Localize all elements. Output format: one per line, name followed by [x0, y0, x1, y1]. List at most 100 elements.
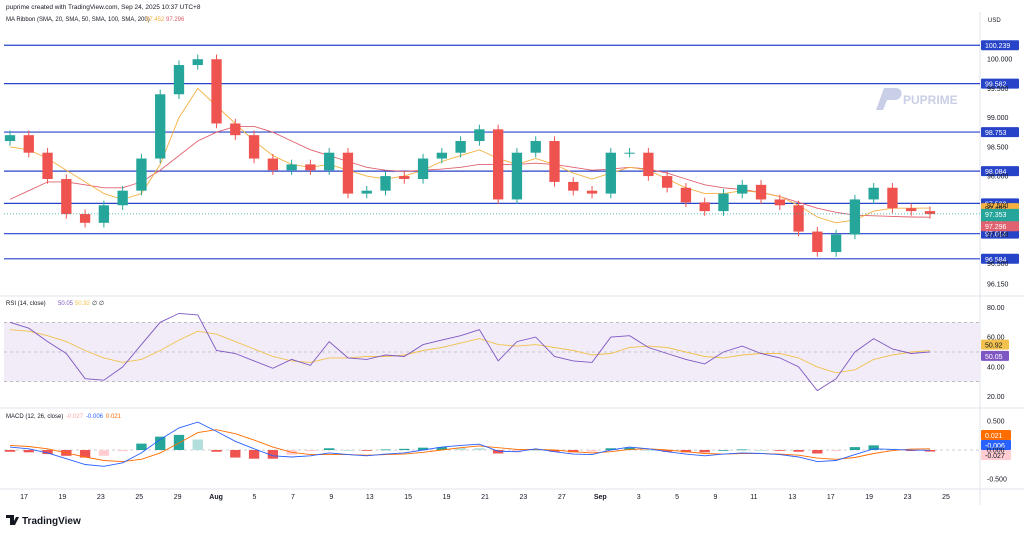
- macd-histogram-bar: [755, 450, 767, 451]
- price-axis-tick: 100.000: [987, 57, 1012, 64]
- axes: 100.000 99.500 99.000 98.500 98.000 97.500 97.…: [20, 57, 1012, 501]
- rsi-legend-ma-value: 50.92: [75, 301, 91, 307]
- time-axis-tick: 17: [827, 494, 835, 501]
- time-axis-tick: 7: [291, 494, 295, 501]
- macd-axis-tick: 0.500: [987, 418, 1005, 425]
- currency-label: USD: [988, 18, 1001, 24]
- candle-body: [399, 176, 410, 179]
- macd-histogram-bar: [155, 436, 166, 450]
- puprime-watermark: PUPRIME: [876, 88, 958, 110]
- level-price-tag: [981, 78, 1019, 89]
- candle-body: [61, 178, 72, 215]
- time-axis-tick: 23: [904, 494, 912, 501]
- candle-body: [23, 135, 34, 153]
- macd-histogram-bar: [924, 450, 936, 452]
- candle-body: [511, 152, 523, 200]
- macd-histogram-bar: [192, 439, 203, 450]
- time-axis-tick: 5: [675, 494, 679, 501]
- level-price-label: 98.084: [985, 169, 1007, 176]
- macd-histogram-bar: [4, 450, 16, 452]
- rsi-axis-tick: 20.00: [987, 394, 1005, 401]
- candle-body: [605, 152, 616, 194]
- candle-body: [887, 187, 898, 209]
- macd-histogram-bar: [79, 450, 91, 458]
- macd-histogram-bar: [474, 448, 485, 450]
- ma-slow-price-label: 97.296: [985, 224, 1007, 231]
- candle-body: [493, 129, 504, 200]
- puprime-watermark-text: PUPRIME: [903, 93, 958, 107]
- macd-histogram-bar: [849, 447, 861, 450]
- rsi-legend-label[interactable]: RSI (14, close): [6, 301, 46, 307]
- price-pane[interactable]: 100.23999.58298.75398.08497.53297.01496.…: [4, 40, 1019, 264]
- tradingview-logo[interactable]: TradingView: [6, 515, 81, 527]
- macd-value-tag: [981, 430, 1011, 440]
- candle-body: [248, 135, 260, 159]
- rsi-value-tag: [981, 350, 1009, 361]
- price-axis-tick: 99.500: [987, 86, 1009, 93]
- macd-histogram-bar: [643, 450, 654, 451]
- level-price-label: 99.582: [985, 82, 1007, 89]
- candle-body: [417, 158, 429, 179]
- macd-histogram-bar: [868, 445, 879, 450]
- candle-body: [830, 234, 842, 253]
- macd-histogram-bar: [23, 450, 34, 453]
- candle-body: [812, 231, 823, 253]
- time-axis-tick: 23: [520, 494, 528, 501]
- time-axis-tick: 5: [253, 494, 257, 501]
- macd-histogram-bar: [455, 447, 466, 450]
- candle-body: [230, 123, 241, 136]
- macd-histogram-bar: [211, 450, 222, 452]
- macd-legend-label[interactable]: MACD (12, 26, close): [6, 414, 63, 420]
- price-axis-tick: 96.500: [987, 261, 1009, 268]
- macd-histogram-bar: [248, 450, 260, 459]
- macd-histogram-bar: [699, 450, 710, 453]
- time-axis-tick: 19: [443, 494, 451, 501]
- price-axis-tick: 97.000: [987, 232, 1009, 239]
- candle-body: [136, 158, 147, 191]
- macd-histogram-bar: [511, 450, 523, 453]
- macd-histogram-bar: [267, 450, 279, 459]
- rsi-ma-tag: [981, 339, 1009, 350]
- macd-axis-tick: 0.000: [987, 448, 1005, 455]
- candle-body: [549, 141, 560, 182]
- rsi-pane[interactable]: 50.92 50.05: [4, 312, 1009, 392]
- candle-body: [361, 190, 372, 194]
- candle-body: [455, 141, 466, 153]
- macd-histogram-bar: [399, 448, 410, 450]
- candle-body: [4, 135, 16, 142]
- macd-pane[interactable]: 0.021 -0.006 -0.027: [4, 421, 1011, 467]
- macd-histogram-bar: [605, 448, 616, 450]
- macd-histogram-bar: [380, 449, 391, 451]
- macd-histogram-bar: [774, 450, 785, 451]
- candle-body: [680, 187, 692, 203]
- macd-value-tag-label: 0.021: [985, 433, 1003, 440]
- rsi-line: [9, 312, 931, 392]
- macd-histogram-bar: [812, 450, 823, 454]
- time-axis-tick: 25: [135, 494, 143, 501]
- candle-body: [324, 152, 335, 171]
- macd-histogram-bar: [549, 450, 560, 452]
- time-axis-tick: Aug: [209, 494, 223, 501]
- candle-body: [42, 152, 53, 179]
- candle-body: [737, 184, 748, 194]
- macd-legend-hist: -0.027: [66, 414, 84, 420]
- time-axis-tick: 23: [97, 494, 105, 501]
- macd-histogram-bar: [624, 447, 635, 450]
- candle-body: [117, 190, 128, 206]
- macd-value-tag: [981, 440, 1011, 450]
- macd-histogram-bar: [136, 443, 147, 450]
- candle-body: [643, 152, 654, 177]
- time-axis-tick: 19: [59, 494, 67, 501]
- ma-ribbon-legend-label[interactable]: MA Ribbon (SMA, 20, SMA, 50, SMA, 100, S…: [6, 17, 150, 23]
- candle-body: [699, 202, 710, 212]
- rsi-legend-extra: ∅ ∅: [92, 300, 104, 307]
- price-axis-tick: 99.000: [987, 115, 1009, 122]
- candle-body: [305, 164, 316, 171]
- level-price-tag: [981, 253, 1019, 264]
- macd-histogram-bar: [305, 450, 316, 452]
- candle-body: [342, 152, 354, 194]
- rsi-axis-tick: 60.00: [987, 335, 1005, 342]
- rsi-axis-tick: 80.00: [987, 305, 1005, 312]
